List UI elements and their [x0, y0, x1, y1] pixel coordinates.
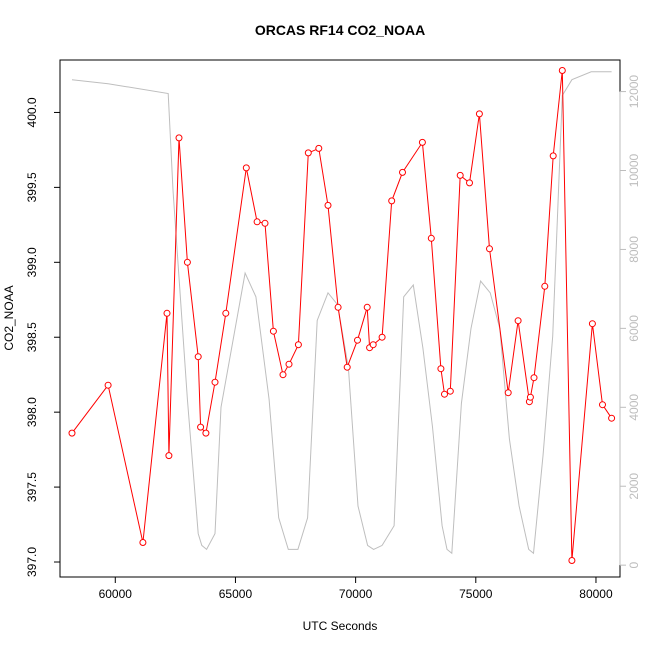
data-point — [68, 429, 76, 437]
data-point — [261, 219, 269, 227]
y-tick-label-right: 2000 — [627, 473, 641, 500]
data-point — [568, 557, 576, 564]
data-point — [163, 309, 171, 317]
x-axis-title: UTC Seconds — [303, 619, 378, 633]
data-point — [269, 327, 277, 335]
data-point — [202, 429, 210, 437]
y-tick-label-left: 398.0 — [25, 397, 39, 427]
data-point — [242, 164, 250, 172]
series-line-left — [71, 70, 613, 561]
y-axis-left: 397.0 397.5 398.0 398.5 399.0 399.5 400.0 — [25, 97, 61, 577]
x-tick-label: 65000 — [219, 587, 253, 601]
data-point — [324, 201, 332, 209]
y-tick-label-left: 398.5 — [25, 322, 39, 352]
series-line-right — [71, 71, 612, 555]
data-point — [343, 363, 351, 371]
data-point — [466, 179, 473, 187]
data-point — [514, 317, 522, 325]
x-tick-label: 80000 — [579, 587, 613, 601]
data-point — [222, 309, 230, 317]
y-tick-label-left: 399.0 — [25, 247, 39, 277]
data-point — [294, 341, 302, 349]
data-point — [441, 390, 448, 398]
data-point — [334, 303, 342, 311]
y-tick-label-right: 8000 — [627, 236, 641, 263]
y-tick-label-left: 400.0 — [25, 97, 39, 127]
x-axis: 60000 65000 70000 75000 80000 — [99, 576, 613, 601]
data-point — [427, 234, 435, 242]
data-point — [475, 110, 483, 118]
x-tick-label: 70000 — [339, 587, 373, 601]
data-point — [437, 365, 445, 373]
data-point — [183, 258, 191, 266]
data-point — [363, 303, 371, 311]
x-tick-label: 75000 — [459, 587, 493, 601]
data-point — [279, 371, 287, 379]
data-point — [558, 67, 566, 74]
y-tick-label-right: 12000 — [627, 75, 641, 109]
data-point — [530, 374, 538, 382]
data-point — [504, 389, 512, 397]
data-point — [315, 144, 323, 152]
data-point — [253, 218, 261, 226]
data-point — [139, 539, 147, 546]
data-point — [378, 333, 386, 341]
data-point — [456, 171, 464, 179]
y-tick-label-left: 397.0 — [25, 547, 39, 577]
data-point — [541, 282, 549, 290]
chart-title: ORCAS RF14 CO2_NOAA — [255, 22, 425, 38]
data-point — [599, 401, 606, 409]
y-tick-label-right: 4000 — [627, 394, 641, 421]
y-axis-right: 0 2000 4000 6000 8000 10000 12000 — [619, 75, 641, 569]
data-point — [369, 341, 377, 349]
data-point — [304, 149, 312, 157]
y-tick-label-right: 0 — [627, 562, 641, 569]
x-tick-label: 60000 — [99, 587, 133, 601]
data-point — [526, 393, 534, 401]
data-point — [588, 320, 596, 328]
y-tick-label-right: 10000 — [627, 153, 641, 187]
data-point — [165, 452, 173, 460]
data-point — [446, 387, 454, 395]
y-tick-label-right: 6000 — [627, 315, 641, 342]
y-tick-label-left: 399.5 — [25, 172, 39, 202]
data-point — [549, 152, 557, 160]
data-point — [608, 414, 616, 422]
series-layer — [68, 67, 616, 564]
y-axis-title: CO2_NOAA — [2, 285, 16, 350]
data-point — [197, 423, 205, 431]
data-point — [211, 378, 219, 386]
data-point — [399, 168, 406, 176]
data-point — [285, 360, 293, 368]
data-point — [175, 134, 183, 142]
data-point — [418, 138, 426, 146]
y-tick-label-left: 397.5 — [25, 472, 39, 502]
data-point — [486, 245, 493, 253]
data-point — [388, 197, 396, 205]
data-point — [194, 353, 202, 361]
data-point — [104, 381, 112, 389]
data-point — [354, 336, 361, 344]
